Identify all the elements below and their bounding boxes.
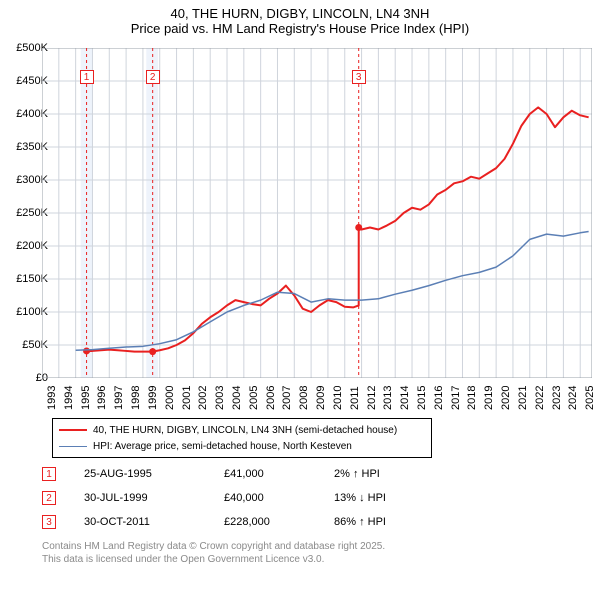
- annotation-row-3: 3 30-OCT-2011 £228,000 86% ↑ HPI: [42, 510, 444, 534]
- x-tick-label: 2023: [551, 386, 563, 410]
- x-tick-label: 2006: [265, 386, 277, 410]
- annotation-price-2: £40,000: [224, 492, 334, 504]
- x-tick-label: 2022: [534, 386, 546, 410]
- chart-container: 40, THE HURN, DIGBY, LINCOLN, LN4 3NH Pr…: [0, 0, 600, 590]
- title-block: 40, THE HURN, DIGBY, LINCOLN, LN4 3NH Pr…: [0, 0, 600, 36]
- annotation-date-2: 30-JUL-1999: [84, 492, 224, 504]
- x-tick-label: 2016: [433, 386, 445, 410]
- x-tick-label: 1996: [96, 386, 108, 410]
- annotation-row-1: 1 25-AUG-1995 £41,000 2% ↑ HPI: [42, 462, 444, 486]
- annotation-number-1: 1: [42, 467, 56, 481]
- x-tick-label: 1997: [113, 386, 125, 410]
- x-tick-label: 2004: [231, 386, 243, 410]
- annotation-table: 1 25-AUG-1995 £41,000 2% ↑ HPI 2 30-JUL-…: [42, 462, 444, 534]
- legend-item-2: HPI: Average price, semi-detached house,…: [59, 438, 425, 454]
- x-tick-label: 2005: [248, 386, 260, 410]
- legend-label-2: HPI: Average price, semi-detached house,…: [93, 441, 352, 452]
- x-tick-label: 2018: [466, 386, 478, 410]
- x-tick-label: 2008: [298, 386, 310, 410]
- x-tick-label: 2020: [500, 386, 512, 410]
- legend-item-1: 40, THE HURN, DIGBY, LINCOLN, LN4 3NH (s…: [59, 422, 425, 438]
- annotation-date-3: 30-OCT-2011: [84, 516, 224, 528]
- legend-swatch-2: [59, 446, 87, 447]
- event-marker-3: 3: [352, 70, 366, 84]
- x-tick-label: 2025: [584, 386, 596, 410]
- annotation-pct-3: 86% ↑ HPI: [334, 516, 444, 528]
- event-marker-2: 2: [146, 70, 160, 84]
- x-tick-label: 1994: [63, 386, 75, 410]
- x-tick-label: 2003: [214, 386, 226, 410]
- footer-line-2: This data is licensed under the Open Gov…: [42, 553, 385, 566]
- x-tick-label: 2002: [197, 386, 209, 410]
- x-tick-label: 1998: [130, 386, 142, 410]
- title-line-2: Price paid vs. HM Land Registry's House …: [0, 21, 600, 36]
- footer-line-1: Contains HM Land Registry data © Crown c…: [42, 540, 385, 553]
- annotation-pct-2: 13% ↓ HPI: [334, 492, 444, 504]
- legend-swatch-1: [59, 429, 87, 431]
- x-tick-label: 1995: [80, 386, 92, 410]
- title-line-1: 40, THE HURN, DIGBY, LINCOLN, LN4 3NH: [0, 6, 600, 21]
- annotation-price-3: £228,000: [224, 516, 334, 528]
- x-tick-label: 2011: [349, 386, 361, 410]
- x-tick-label: 2012: [366, 386, 378, 410]
- legend: 40, THE HURN, DIGBY, LINCOLN, LN4 3NH (s…: [52, 418, 432, 458]
- x-tick-label: 2007: [281, 386, 293, 410]
- x-tick-label: 2001: [181, 386, 193, 410]
- annotation-row-2: 2 30-JUL-1999 £40,000 13% ↓ HPI: [42, 486, 444, 510]
- annotation-number-2: 2: [42, 491, 56, 505]
- x-tick-label: 1999: [147, 386, 159, 410]
- x-tick-label: 2013: [382, 386, 394, 410]
- x-tick-label: 2015: [416, 386, 428, 410]
- x-tick-label: 1993: [46, 386, 58, 410]
- chart-plot: [42, 48, 592, 378]
- annotation-pct-1: 2% ↑ HPI: [334, 468, 444, 480]
- annotation-price-1: £41,000: [224, 468, 334, 480]
- x-tick-label: 2019: [483, 386, 495, 410]
- x-tick-label: 2010: [332, 386, 344, 410]
- x-tick-label: 2009: [315, 386, 327, 410]
- x-tick-label: 2017: [450, 386, 462, 410]
- footer: Contains HM Land Registry data © Crown c…: [42, 540, 385, 566]
- event-marker-1: 1: [80, 70, 94, 84]
- annotation-number-3: 3: [42, 515, 56, 529]
- legend-label-1: 40, THE HURN, DIGBY, LINCOLN, LN4 3NH (s…: [93, 425, 397, 436]
- x-tick-label: 2000: [164, 386, 176, 410]
- annotation-date-1: 25-AUG-1995: [84, 468, 224, 480]
- x-tick-label: 2014: [399, 386, 411, 410]
- x-tick-label: 2024: [567, 386, 579, 410]
- x-tick-label: 2021: [517, 386, 529, 410]
